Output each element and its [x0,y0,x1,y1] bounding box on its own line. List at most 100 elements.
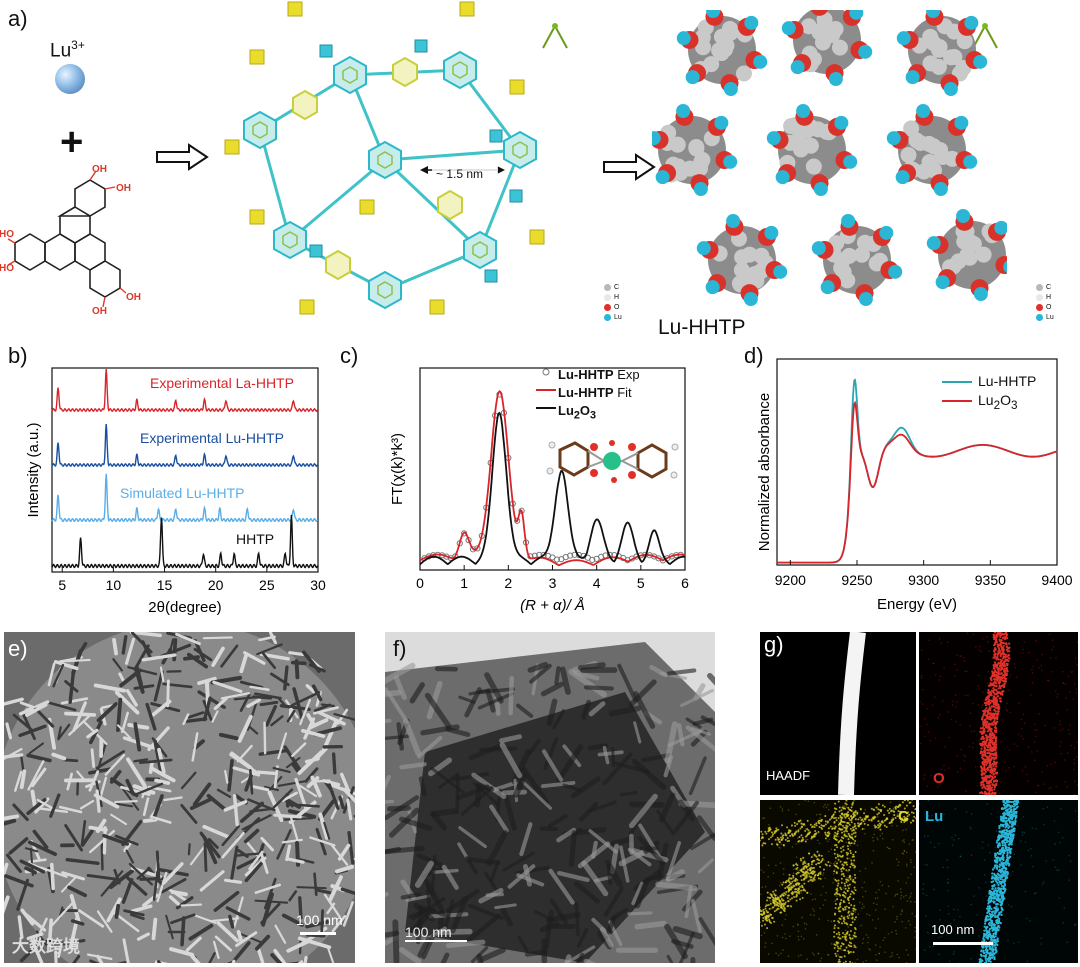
lu-signal-dot [993,859,996,862]
tem-nanorod [640,753,671,763]
c-signal-dot [839,828,842,831]
c-signal-dot [800,834,803,837]
lu-atom [879,225,894,240]
c-signal-dot [799,827,802,830]
c-signal-dot [824,837,827,840]
c-signal-dot [805,873,808,876]
tem-nanorod [548,868,575,905]
c-signal-dot [847,917,850,920]
c-signal-dot [806,868,809,871]
lu-signal-dot [1003,882,1006,885]
c-signal-dot [772,890,775,893]
c-signal-dot [834,844,837,847]
sem-nanorod [193,739,205,750]
c-signal-dot [843,949,846,952]
eds-noise-dot [944,746,947,748]
lu-signal-dot [1001,891,1004,894]
sem-nanorod [313,872,318,897]
sem-nanorod [86,873,118,881]
eds-noise-dot [1032,665,1035,668]
sem-nanorod [141,653,177,662]
eds-noise-dot [1072,768,1075,771]
eds-noise-dot [1048,633,1051,636]
eds-noise-dot [930,774,932,777]
eds-noise-dot [833,877,836,880]
lu-signal-dot [1003,844,1006,847]
o-signal-dot [1000,672,1003,675]
tem-nanorod [511,749,532,785]
c-signal-dot [771,834,774,837]
eds-noise-dot [892,905,894,908]
c-signal-dot [822,868,825,871]
lu-signal-dot [1003,831,1006,834]
c-signal-dot [791,886,794,889]
lu-signal-dot [1007,846,1011,849]
tem-nanorod [477,691,515,710]
sem-nanorod [125,849,135,864]
o-signal-dot [1005,674,1008,677]
o-signal-dot [1004,655,1007,659]
o-signal-dot [997,646,1000,649]
c-signal-dot [792,864,795,867]
lu-signal-dot [1006,851,1009,854]
sem-nanorod [232,766,261,777]
eds-noise-dot [897,861,900,863]
c-signal-dot [893,814,896,817]
tem-nanorod [465,856,478,874]
c-signal-dot [834,831,837,834]
o-signal-dot [992,687,995,690]
lu-signal-dot [1005,863,1008,866]
sem-nanorod [66,772,73,791]
sem-nanorod [5,853,22,873]
sem-nanorod [28,742,45,755]
lu-signal-dot [1008,843,1011,846]
c-signal-dot [794,888,797,891]
eds-noise-dot [954,675,956,677]
sem-nanorod [64,824,83,852]
tem-nanorod [385,734,410,741]
atom-legend-left: C H O Lu [604,283,622,323]
lu-signal-dot [1011,820,1015,823]
lu-atom [764,225,779,240]
eds-noise-dot [865,959,867,962]
eds-noise-dot [1038,712,1041,715]
lu-signal-dot [998,865,1001,868]
lu-signal-dot [997,921,1000,925]
tem-nanorod [685,725,715,752]
c-signal-dot [822,824,825,827]
eds-noise-dot [876,837,878,839]
eds-noise-dot [830,920,833,923]
eds-noise-dot [1020,735,1023,737]
eds-noise-dot [976,784,979,787]
c-map: C [760,795,926,963]
sem-nanorod [165,914,174,940]
carbon-atom [925,34,942,51]
sem-nanorod [239,680,264,689]
sem-nanorod [151,699,172,717]
c-signal-dot [908,813,911,816]
lu-signal-dot [1005,824,1008,827]
tem-nanorod [664,721,678,764]
c-signal-dot [852,898,855,901]
carbon-atom [956,33,973,50]
eds-noise-dot [1008,904,1010,906]
sem-nanorod [4,753,24,759]
o-signal-dot [980,770,983,773]
c-signal-dot [846,889,849,892]
eds-noise-dot [1064,683,1067,686]
sem-nanorod [160,877,187,894]
eds-noise-dot [1050,670,1053,673]
eds-noise-dot [1073,747,1076,750]
eds-noise-dot [938,842,940,845]
sem-nanorod [152,794,164,820]
eds-noise-dot [964,755,967,758]
eds-noise-dot [847,926,850,928]
eds-noise-dot [977,674,980,677]
eds-noise-dot [837,835,840,838]
c-signal-dot [847,887,850,890]
lu-signal-dot [1003,814,1006,817]
sem-nanorod [132,784,156,795]
eds-noise-dot [1030,854,1033,857]
c-signal-dot [813,826,816,829]
c-signal-dot [840,956,843,959]
